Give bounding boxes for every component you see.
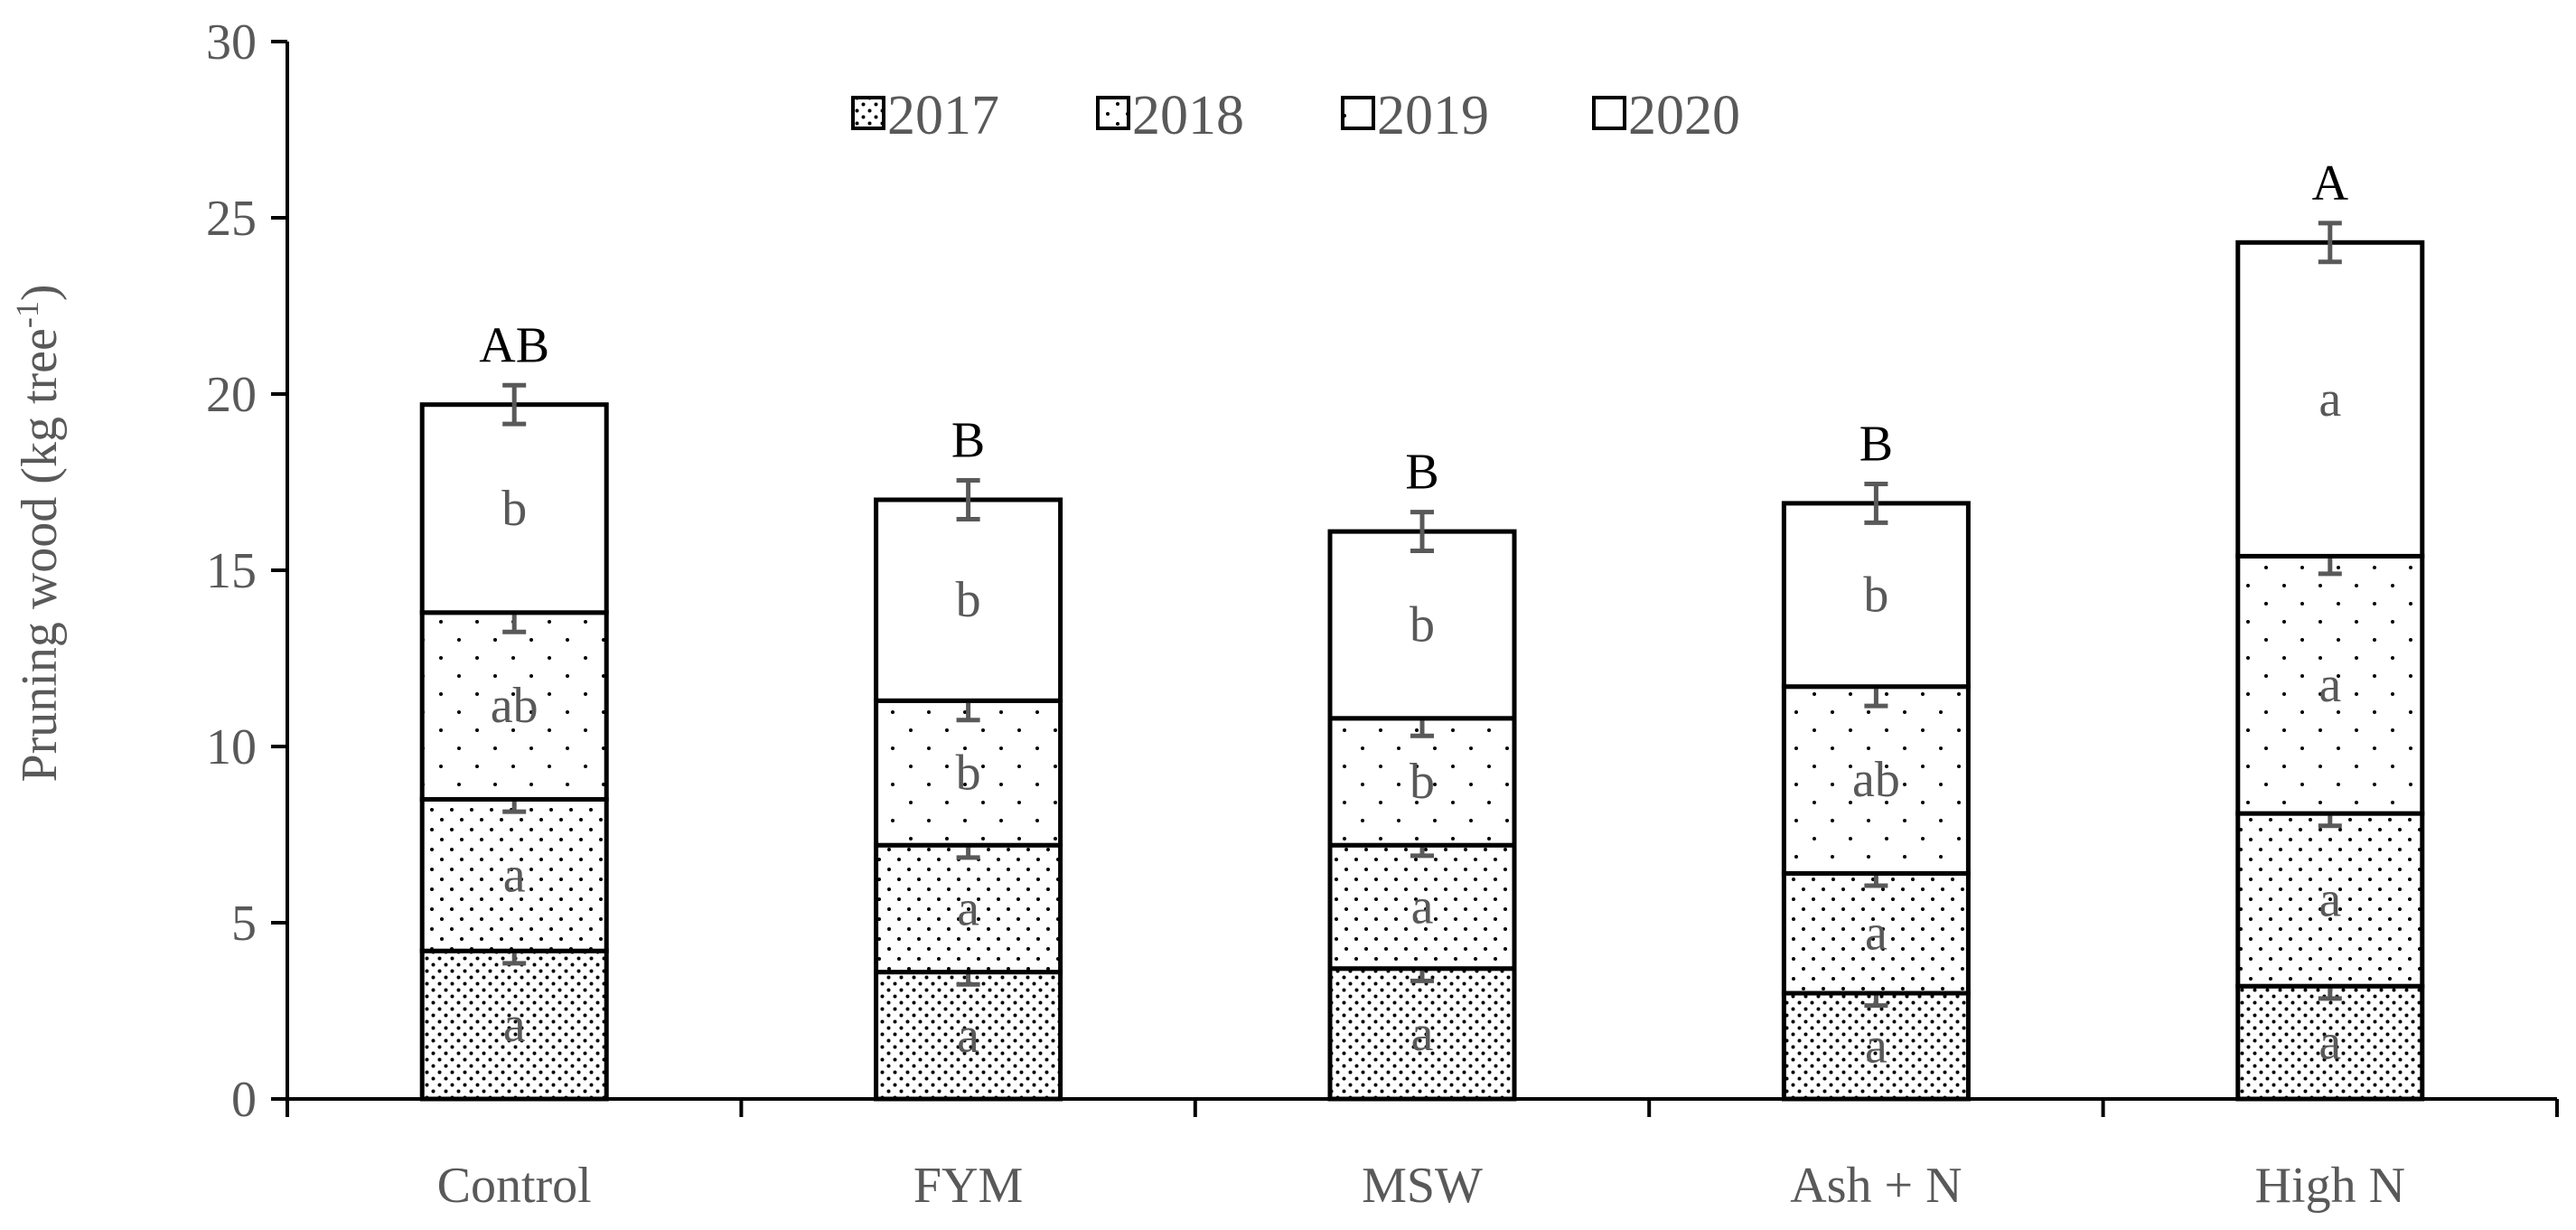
segment-letter-2020: b [501, 481, 527, 537]
bar-segment-2017 [874, 970, 1063, 1102]
y-tick-label-0: 0 [231, 1072, 257, 1128]
legend-swatch-2017 [851, 96, 885, 130]
total-letter: A [2312, 155, 2349, 211]
bar-segment-2017 [1327, 966, 1517, 1102]
segment-letter-2019: a [2318, 657, 2341, 713]
segment-letter-2018: a [957, 880, 979, 936]
total-letter: AB [479, 317, 549, 373]
x-tick-label-3: Ash + N [1790, 1158, 1962, 1214]
legend-label-2017: 2017 [887, 85, 999, 146]
y-tick-label-5: 5 [231, 896, 257, 952]
y-tick-label-10: 10 [206, 719, 257, 775]
x-axis-labels: Control FYM MSW Ash + N High N [437, 1158, 2405, 1214]
legend-swatch-2020 [1592, 96, 1626, 130]
segment-letter-2020: b [956, 572, 981, 628]
segment-letter-2018: a [503, 847, 526, 903]
bar-segment-2020 [874, 497, 1063, 703]
bar-group-high-n: a a a a A [2235, 155, 2425, 1102]
bar-segment-2018 [874, 842, 1063, 975]
segment-letter-2019: b [956, 745, 981, 801]
bar-segment-2020 [2235, 239, 2425, 559]
bar-segment-2020 [419, 402, 609, 615]
bar-group-ash-n: a a ab b B [1781, 416, 1971, 1102]
bar-segment-2017 [1781, 991, 1971, 1102]
segment-letter-2017: a [1865, 1019, 1888, 1075]
y-tick-label-25: 25 [206, 191, 257, 247]
y-tick-label-15: 15 [206, 543, 257, 599]
total-letter: B [1859, 416, 1893, 472]
bar-segment-2019 [2235, 553, 2425, 816]
bar-segment-2018 [2235, 811, 2425, 989]
x-tick-label-1: FYM [913, 1158, 1023, 1214]
total-letter: B [1405, 445, 1438, 501]
y-tick-label-30: 30 [206, 14, 257, 70]
x-tick-label-0: Control [437, 1158, 592, 1214]
bar-group-control: a a ab b AB [419, 317, 609, 1102]
segment-letter-2018: a [1411, 878, 1434, 934]
total-letter: B [951, 413, 985, 469]
legend-label-2018: 2018 [1132, 85, 1244, 146]
x-tick-label-2: MSW [1362, 1158, 1483, 1214]
legend-swatch-2019 [1341, 96, 1375, 130]
bar-group-msw: a a b b B [1327, 445, 1517, 1102]
x-tick-label-4: High N [2255, 1158, 2405, 1214]
segment-letter-2020: b [1863, 567, 1888, 623]
bar-segment-2018 [1781, 870, 1971, 996]
segment-letter-2018: a [2318, 872, 2341, 928]
segment-letter-2019: ab [491, 678, 539, 734]
bar-segment-2020 [1781, 501, 1971, 690]
y-axis-ticks: 0 5 10 15 20 25 30 [206, 14, 287, 1128]
bar-segment-2020 [1327, 529, 1517, 721]
segment-letter-2018: a [1865, 906, 1888, 962]
bar-group-fym: a a b b B [874, 413, 1063, 1102]
segment-letter-2017: a [1411, 1006, 1434, 1062]
legend-label-2020: 2020 [1628, 85, 1740, 146]
segment-letter-2019: b [1410, 754, 1435, 810]
axes [286, 42, 2559, 1117]
segment-letter-2017: a [2318, 1015, 2341, 1071]
bar-segment-2019 [874, 698, 1063, 848]
bar-segment-2019 [419, 610, 609, 802]
segment-letter-2020: a [2318, 371, 2341, 427]
segment-letter-2019: ab [1852, 752, 1900, 808]
legend: 2017 2018 2019 2020 [851, 85, 1740, 146]
legend-swatch-2018 [1096, 96, 1130, 130]
y-axis-title: Pruning wood (kg tree-1) [9, 284, 68, 782]
segment-letter-2017: a [503, 997, 526, 1053]
legend-label-2019: 2019 [1377, 85, 1489, 146]
segment-letter-2020: b [1410, 596, 1435, 653]
y-tick-label-20: 20 [206, 367, 257, 423]
segment-letter-2017: a [957, 1008, 979, 1064]
